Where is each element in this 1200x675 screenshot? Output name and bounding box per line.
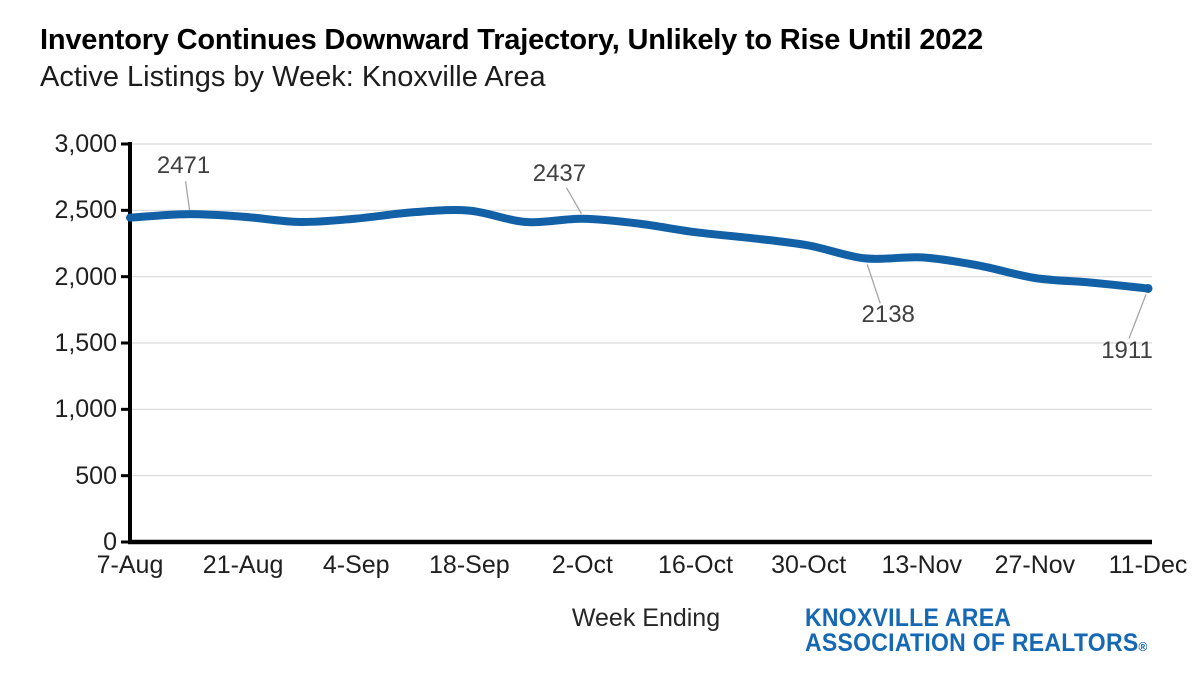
x-tick-label: 4-Sep <box>322 551 390 579</box>
last-point-marker <box>1143 283 1153 293</box>
x-tick-label: 27-Nov <box>994 551 1076 579</box>
data-label: 2138 <box>861 301 915 329</box>
leader-line <box>184 181 191 211</box>
y-tick-label: 1,000 <box>54 395 117 424</box>
x-tick-label: 30-Oct <box>771 551 847 579</box>
y-tick-label: 2,000 <box>54 262 117 291</box>
leader-line <box>1128 294 1147 339</box>
x-tick-label: 11-Dec <box>1108 551 1188 579</box>
x-tick-label: 7-Aug <box>96 551 164 579</box>
series-line <box>126 206 1152 293</box>
y-tick-label: 2,500 <box>54 196 117 225</box>
chart-title: Inventory Continues Downward Trajectory,… <box>40 24 984 56</box>
y-tick-label: 3,000 <box>54 130 117 158</box>
x-tick-label: 16-Oct <box>658 551 734 579</box>
x-tick-label: 2-Oct <box>551 551 613 579</box>
x-axis-title: Week Ending <box>571 604 721 632</box>
y-tick-label: 1,500 <box>54 329 117 357</box>
registered-trademark-icon: ® <box>1138 639 1148 654</box>
x-tick-label: 21-Aug <box>202 551 284 579</box>
data-label: 2471 <box>156 152 211 180</box>
chart-subtitle: Active Listings by Week: Knoxville Area <box>40 61 546 93</box>
logo-line-1: KNOXVILLE AREA <box>805 604 1012 632</box>
y-tick-label: 500 <box>75 461 117 490</box>
data-label: 2437 <box>532 159 587 187</box>
leader-line <box>866 264 881 304</box>
y-tick-label: 0 <box>103 528 117 556</box>
logo-line-2: ASSOCIATION OF REALTORS® <box>805 629 1148 657</box>
leader-line <box>565 187 583 215</box>
x-tick-label: 13-Nov <box>881 551 963 579</box>
x-tick-label: 18-Sep <box>429 551 510 579</box>
data-label: 1911 <box>1101 337 1153 365</box>
kaar-logo: KNOXVILLE AREA ASSOCIATION OF REALTORS® <box>805 606 1148 659</box>
